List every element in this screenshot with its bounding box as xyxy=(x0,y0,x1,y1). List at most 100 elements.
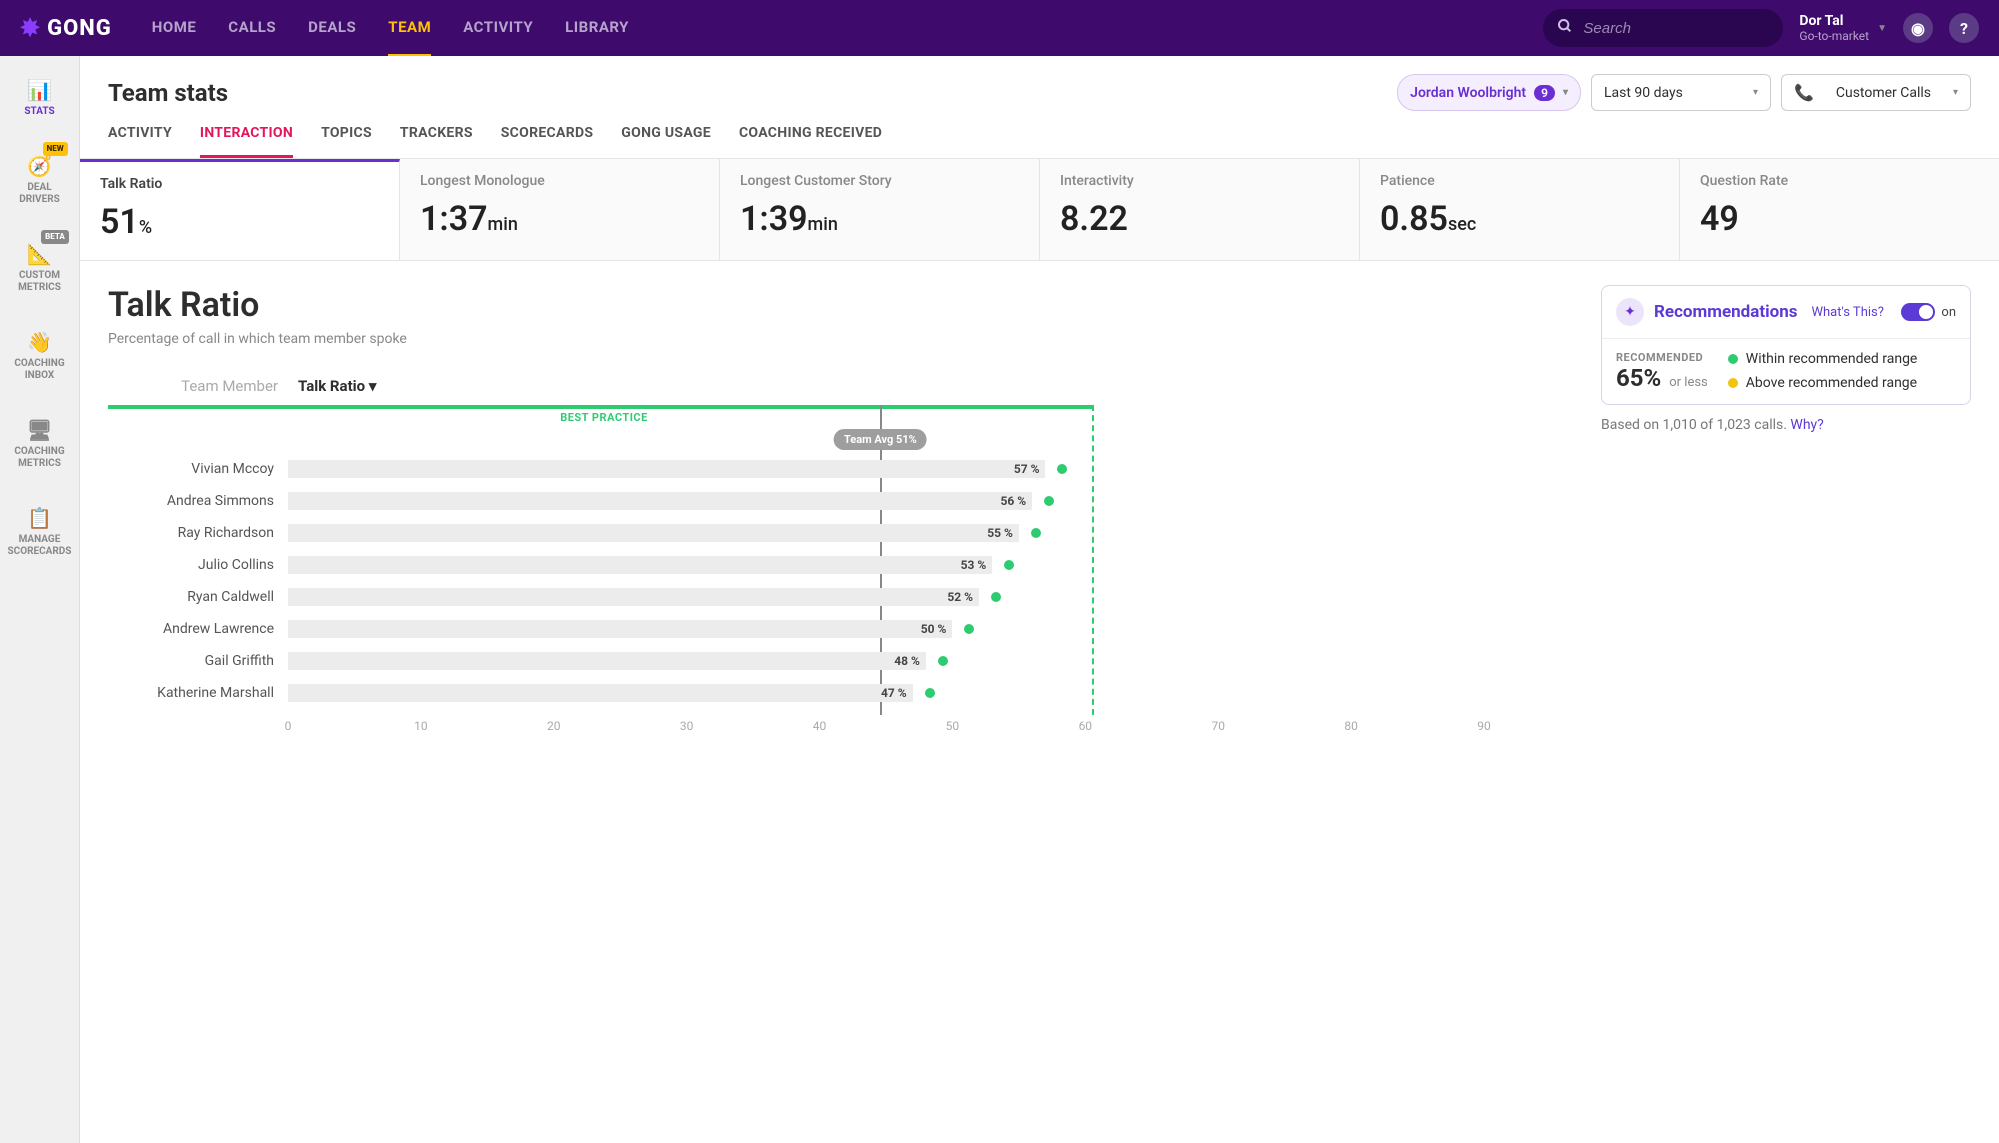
bar-value-label: 55 % xyxy=(987,524,1019,542)
subtab-trackers[interactable]: TRACKERS xyxy=(400,125,473,158)
why-link[interactable]: Why? xyxy=(1790,417,1823,433)
bar-track: 56 % xyxy=(288,491,1577,511)
date-range-select[interactable]: Last 90 days ▾ xyxy=(1591,74,1771,111)
chart-bar-row: Andrew Lawrence50 % xyxy=(288,613,1577,645)
wand-icon: ✦ xyxy=(1616,298,1644,326)
whats-this-link[interactable]: What's This? xyxy=(1811,305,1883,320)
top-nav-library[interactable]: LIBRARY xyxy=(565,0,629,57)
recommended-value: RECOMMENDED 65% or less xyxy=(1616,351,1708,392)
sidebar-item-manage-scorecards[interactable]: 📋MANAGE SCORECARDS xyxy=(4,502,76,562)
subtab-gong-usage[interactable]: GONG USAGE xyxy=(621,125,711,158)
search-input[interactable] xyxy=(1583,20,1769,37)
subtab-coaching-received[interactable]: COACHING RECEIVED xyxy=(739,125,882,158)
x-axis-tick: 30 xyxy=(680,719,694,733)
metric-card-talk-ratio[interactable]: Talk Ratio 51% xyxy=(80,159,400,260)
section-subtitle: Percentage of call in which team member … xyxy=(108,331,1577,347)
x-axis-tick: 10 xyxy=(414,719,428,733)
top-nav-home[interactable]: HOME xyxy=(152,0,197,57)
chart-header-talk-ratio-label: Talk Ratio xyxy=(298,377,365,395)
sidebar-item-stats[interactable]: 📊STATS xyxy=(20,74,58,122)
sidebar-item-deal-drivers[interactable]: 🧭DEAL DRIVERSNEW xyxy=(15,150,64,210)
team-avg-badge: Team Avg 51% xyxy=(834,429,927,450)
coaching-metrics-icon: 🖥 xyxy=(27,418,52,442)
recommendations-title: Recommendations xyxy=(1654,302,1797,322)
sidebar-item-label: STATS xyxy=(24,106,54,118)
top-nav-activity[interactable]: ACTIVITY xyxy=(463,0,533,57)
bar-track: 47 % xyxy=(288,683,1577,703)
bar-value-label: 57 % xyxy=(1014,460,1046,478)
sort-icon: ▾ xyxy=(369,377,377,395)
sidebar-item-label: MANAGE SCORECARDS xyxy=(8,534,72,558)
chevron-down-icon: ▾ xyxy=(1563,87,1568,98)
metric-value: 0.85sec xyxy=(1380,199,1659,239)
logo-text: GONG xyxy=(47,16,112,41)
subtab-interaction[interactable]: INTERACTION xyxy=(200,125,293,158)
x-axis-tick: 80 xyxy=(1344,719,1358,733)
bar-member-name: Katherine Marshall xyxy=(108,685,288,701)
bar-status-dot-icon xyxy=(925,688,935,698)
legend-dot-icon xyxy=(1728,378,1738,388)
sidebar-item-coaching-inbox[interactable]: 👋COACHING INBOX xyxy=(10,326,68,386)
legend-text: Within recommended range xyxy=(1746,351,1918,367)
recommendations-legend: Within recommended rangeAbove recommende… xyxy=(1728,351,1918,392)
metric-card-longest-monologue[interactable]: Longest Monologue1:37min xyxy=(400,159,720,260)
metric-label: Longest Customer Story xyxy=(740,173,1019,189)
subtab-topics[interactable]: TOPICS xyxy=(321,125,372,158)
bar-value-label: 52 % xyxy=(947,588,979,606)
based-on-label: Based on 1,010 of 1,023 calls. xyxy=(1601,417,1787,433)
best-practice-bar xyxy=(108,405,1092,409)
bar-member-name: Julio Collins xyxy=(108,557,288,573)
notifications-button[interactable]: ◉ xyxy=(1903,13,1933,43)
sidebar-item-label: COACHING INBOX xyxy=(14,358,64,382)
metric-card-question-rate[interactable]: Question Rate49 xyxy=(1680,159,1999,260)
page-title: Team stats xyxy=(108,79,228,107)
metric-value: 1:37min xyxy=(420,199,699,239)
bar-member-name: Vivian Mccoy xyxy=(108,461,288,477)
chart-bar-row: Vivian Mccoy57 % xyxy=(288,453,1577,485)
chart-column-headers: Team Member Talk Ratio ▾ xyxy=(108,377,1577,395)
top-nav-calls[interactable]: CALLS xyxy=(228,0,276,57)
subtab-activity[interactable]: ACTIVITY xyxy=(108,125,172,158)
bar-fill xyxy=(288,652,926,670)
chevron-down-icon: ▼ xyxy=(1877,23,1887,34)
recommendations-toggle[interactable]: on xyxy=(1901,303,1956,321)
logo[interactable]: ✸ GONG xyxy=(20,14,112,42)
metric-value: 51% xyxy=(100,202,379,242)
phone-icon: 📞 xyxy=(1794,83,1814,102)
user-menu[interactable]: Dor Tal Go-to-market ▼ xyxy=(1799,13,1887,43)
chart-bar-row: Ray Richardson55 % xyxy=(288,517,1577,549)
top-nav-team[interactable]: TEAM xyxy=(388,0,431,57)
metric-card-patience[interactable]: Patience0.85sec xyxy=(1360,159,1680,260)
recommended-label: RECOMMENDED xyxy=(1616,351,1708,364)
top-right: Dor Tal Go-to-market ▼ ◉ ? xyxy=(1543,9,1979,47)
metric-label: Question Rate xyxy=(1700,173,1979,189)
recommendations-body: RECOMMENDED 65% or less Within recommend… xyxy=(1602,339,1970,404)
call-type-label: Customer Calls xyxy=(1836,85,1931,101)
call-type-select[interactable]: 📞 Customer Calls ▾ xyxy=(1781,74,1971,111)
search-icon xyxy=(1557,18,1573,38)
subtab-scorecards[interactable]: SCORECARDS xyxy=(501,125,594,158)
metric-card-interactivity[interactable]: Interactivity8.22 xyxy=(1040,159,1360,260)
metric-label: Talk Ratio xyxy=(100,176,379,192)
metrics-row: Talk Ratio51%Longest Monologue1:37minLon… xyxy=(80,159,1999,261)
user-subtitle: Go-to-market xyxy=(1799,29,1869,43)
sidebar-item-custom-metrics[interactable]: 📐CUSTOM METRICSBETA xyxy=(14,238,65,298)
recommendations-panel: ✦ Recommendations What's This? on RECOMM… xyxy=(1601,285,1971,737)
sidebar-item-coaching-metrics[interactable]: 🖥COACHING METRICS xyxy=(10,414,68,474)
top-nav-deals[interactable]: DEALS xyxy=(308,0,356,57)
help-button[interactable]: ? xyxy=(1949,13,1979,43)
chart-bars: Vivian Mccoy57 %Andrea Simmons56 %Ray Ri… xyxy=(288,405,1577,709)
person-filter[interactable]: Jordan Woolbright 9 ▾ xyxy=(1397,74,1581,111)
bar-fill xyxy=(288,620,952,638)
bar-status-dot-icon xyxy=(1044,496,1054,506)
bar-track: 55 % xyxy=(288,523,1577,543)
chevron-down-icon: ▾ xyxy=(1953,87,1958,98)
metric-card-longest-customer-story[interactable]: Longest Customer Story1:39min xyxy=(720,159,1040,260)
recommendations-header: ✦ Recommendations What's This? on xyxy=(1602,286,1970,339)
x-axis-tick: 90 xyxy=(1477,719,1491,733)
search-box[interactable] xyxy=(1543,9,1783,47)
bar-track: 48 % xyxy=(288,651,1577,671)
content-area: Talk Ratio Percentage of call in which t… xyxy=(80,261,1999,761)
chart-header-talk-ratio[interactable]: Talk Ratio ▾ xyxy=(298,377,376,395)
bar-fill xyxy=(288,588,979,606)
